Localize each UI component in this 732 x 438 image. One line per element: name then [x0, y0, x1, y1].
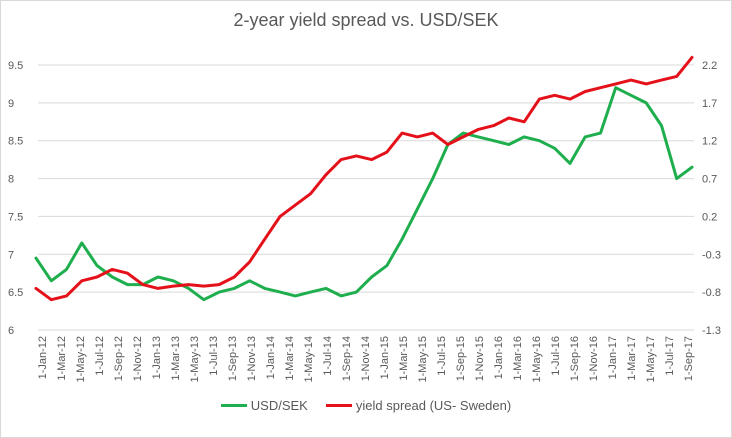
x-tick-label: 1-Jan-15	[379, 336, 391, 379]
x-tick-label: 1-Sep-17	[683, 336, 695, 381]
x-tick-label: 1-Nov-16	[588, 336, 600, 381]
y-left-tick-label: 7	[8, 249, 14, 261]
x-tick-label: 1-Mar-14	[284, 336, 296, 381]
x-tick-label: 1-Jul-13	[208, 336, 220, 376]
y-right-tick-label: -0.3	[702, 249, 721, 261]
y-right-tick-label: -1.3	[702, 325, 721, 337]
x-tick-label: 1-May-17	[645, 336, 657, 382]
legend-swatch-usdsek	[220, 404, 247, 407]
x-tick-label: 1-Jan-16	[493, 336, 505, 379]
x-tick-label: 1-Jul-17	[664, 336, 676, 376]
x-tick-label: 1-Jul-15	[436, 336, 448, 376]
x-tick-label: 1-May-15	[417, 336, 429, 382]
x-tick-label: 1-Jul-14	[322, 336, 334, 376]
x-tick-label: 1-Nov-13	[246, 336, 258, 381]
x-tick-label: 1-May-16	[531, 336, 543, 382]
x-tick-label: 1-Mar-17	[626, 336, 638, 381]
x-tick-label: 1-Nov-12	[132, 336, 144, 381]
y-left-tick-label: 8.5	[8, 136, 23, 148]
x-tick-label: 1-Jul-12	[94, 336, 106, 376]
x-tick-label: 1-Jan-17	[607, 336, 619, 379]
x-tick-label: 1-Jul-16	[550, 336, 562, 376]
legend-swatch-yield-spread	[325, 404, 352, 407]
yield-spread-series-line	[34, 55, 694, 302]
y-left-tick-label: 6	[8, 325, 14, 337]
legend-label-yield-spread: yield spread (US- Sweden)	[355, 398, 512, 413]
y-right-tick-label: 1.2	[702, 136, 717, 148]
x-tick-label: 1-May-12	[75, 336, 87, 382]
x-tick-label: 1-Jan-12	[37, 336, 49, 379]
x-tick-label: 1-Mar-15	[398, 336, 410, 381]
x-tick-label: 1-Mar-16	[512, 336, 524, 381]
y-right-tick-label: 0.2	[702, 211, 717, 223]
y-left-tick-label: 6.5	[8, 287, 23, 299]
x-tick-label: 1-Jan-13	[151, 336, 163, 379]
y-left-tick-label: 8	[8, 174, 14, 186]
y-right-tick-label: -0.8	[702, 287, 721, 299]
usdsek-series-line	[34, 86, 694, 302]
x-tick-label: 1-Mar-13	[170, 336, 182, 381]
legend-item-yield-spread: yield spread (US- Sweden)	[325, 398, 512, 413]
legend-label-usdsek: USD/SEK	[250, 398, 308, 413]
x-tick-label: 1-Sep-12	[113, 336, 125, 381]
y-left-tick-label: 7.5	[8, 211, 23, 223]
x-tick-label: 1-Nov-14	[360, 336, 372, 381]
x-tick-label: 1-Nov-15	[474, 336, 486, 381]
x-tick-label: 1-May-14	[303, 336, 315, 382]
y-left-tick-label: 9.5	[8, 60, 23, 72]
y-right-tick-label: 1.7	[702, 98, 717, 110]
x-tick-label: 1-May-13	[189, 336, 201, 382]
chart-title: 2-year yield spread vs. USD/SEK	[233, 10, 499, 30]
x-tick-label: 1-Sep-13	[227, 336, 239, 381]
y-right-tick-label: 0.7	[702, 174, 717, 186]
x-tick-label: 1-Sep-15	[455, 336, 467, 381]
x-tick-label: 1-Mar-12	[56, 336, 68, 381]
x-tick-label: 1-Jan-14	[265, 336, 277, 379]
legend: USD/SEK yield spread (US- Sweden)	[0, 398, 732, 413]
legend-item-usdsek: USD/SEK	[220, 398, 308, 413]
x-tick-label: 1-Sep-14	[341, 336, 353, 381]
y-left-tick-label: 9	[8, 98, 14, 110]
x-tick-label: 1-Sep-16	[569, 336, 581, 381]
y-right-tick-label: 2.2	[702, 60, 717, 72]
